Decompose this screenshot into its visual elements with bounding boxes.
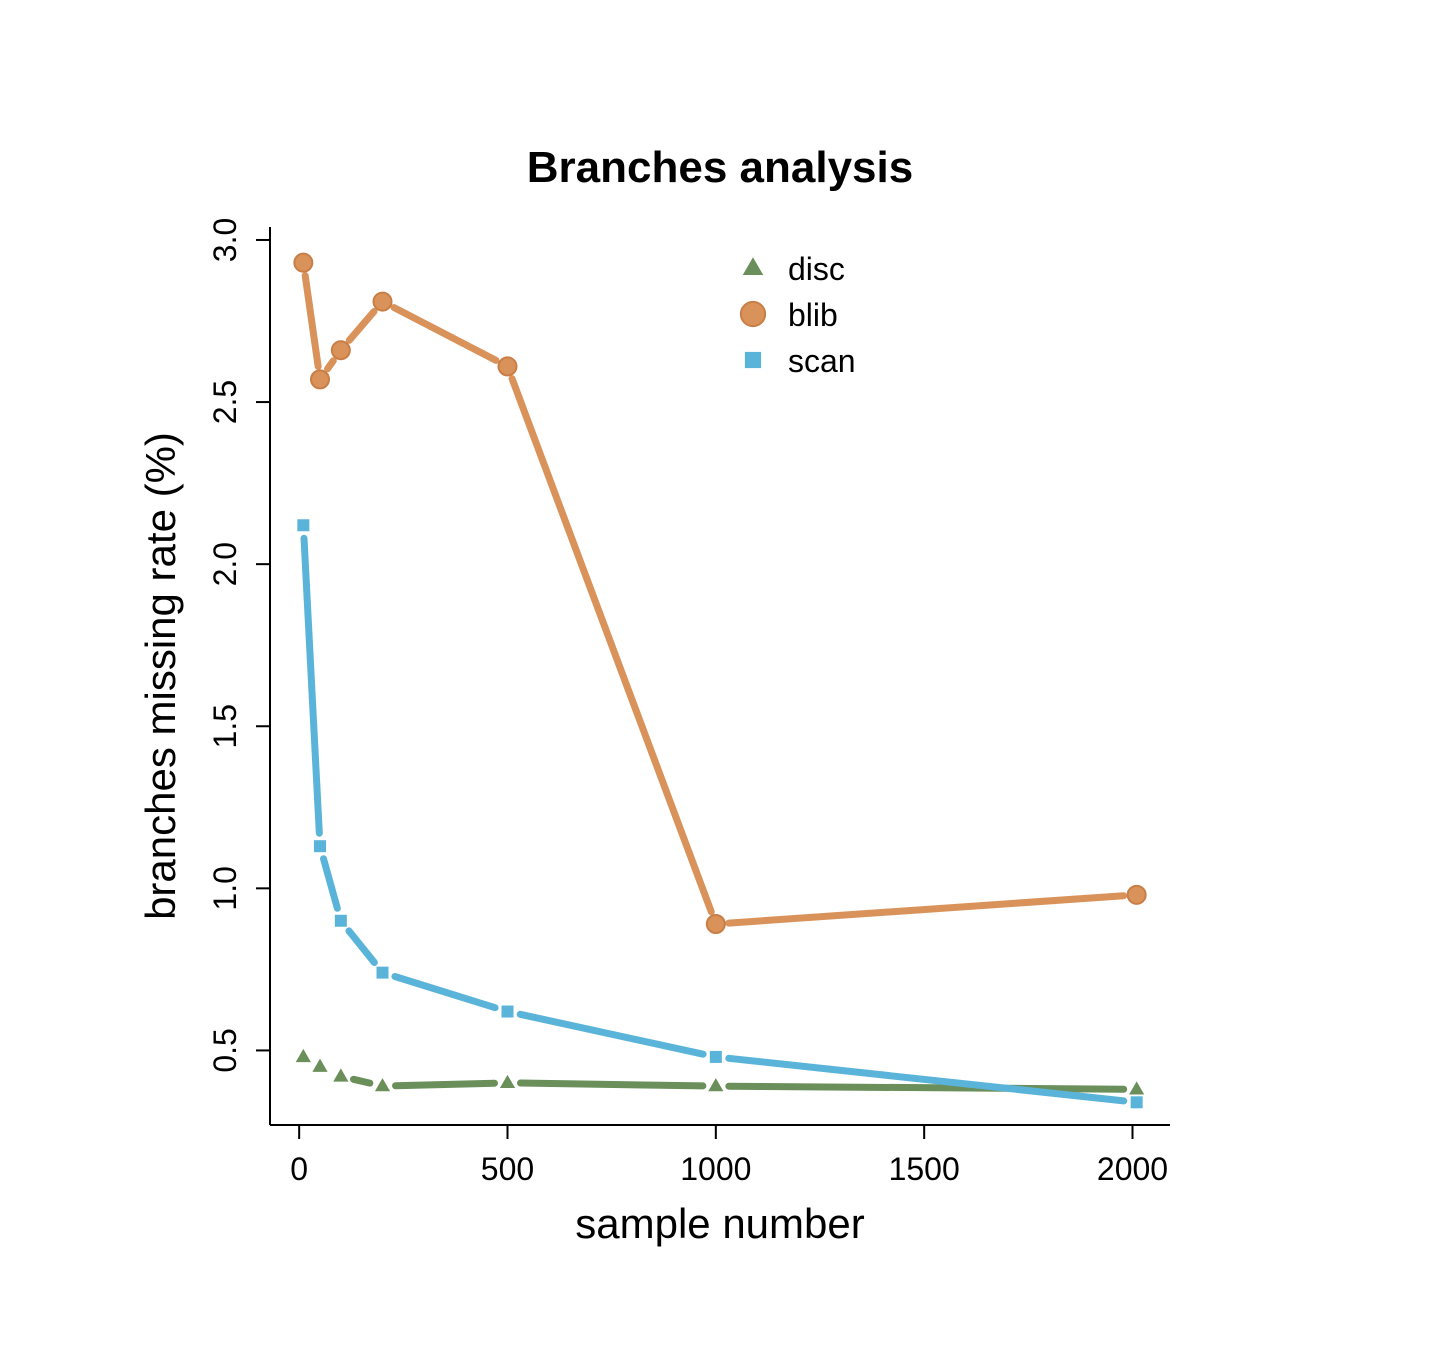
x-ticks: 0 500 1000 1500 2000: [290, 1125, 1168, 1187]
series-line-disc: [725, 1082, 1128, 1093]
series-line-scan: [725, 1054, 1128, 1105]
y-ticks: 0.5 1.0 1.5 2.0 2.5 3.0: [207, 218, 270, 1073]
series-line-disc: [516, 1079, 707, 1090]
y-axis-label: branches missing rate (%): [137, 432, 184, 920]
data-point-blib: [330, 340, 351, 361]
x-tick-label: 2000: [1097, 1151, 1168, 1187]
legend-label-scan: scan: [788, 343, 856, 379]
series-line-scan: [516, 1010, 707, 1058]
series-scan: [297, 519, 1143, 1109]
series-line-blib: [301, 272, 322, 370]
series-group: [293, 252, 1147, 1109]
series-line-blib: [324, 357, 337, 373]
data-point-scan: [334, 914, 347, 927]
data-point-disc: [499, 1074, 516, 1089]
series-line-scan: [319, 855, 341, 912]
series-line-blib: [508, 375, 715, 916]
legend-marker-blib: [739, 300, 767, 328]
x-tick-label: 500: [481, 1151, 534, 1187]
series-line-disc: [349, 1075, 374, 1087]
y-tick-label: 0.5: [207, 1028, 243, 1072]
data-point-scan: [314, 840, 326, 853]
series-line-disc: [391, 1079, 499, 1090]
data-point-scan: [1130, 1096, 1143, 1109]
series-line-scan: [300, 534, 323, 837]
series-disc: [295, 1048, 1145, 1095]
chart-title: Branches analysis: [527, 143, 913, 192]
series-line-scan: [345, 927, 378, 966]
legend-marker-scan: [744, 351, 762, 369]
series-line-blib: [345, 307, 378, 344]
y-tick-label: 3.0: [207, 218, 243, 262]
y-tick-label: 2.0: [207, 542, 243, 586]
x-tick-label: 1500: [889, 1151, 960, 1187]
series-line-blib: [390, 304, 500, 364]
data-point-disc: [374, 1078, 391, 1092]
data-point-disc: [708, 1078, 724, 1092]
legend: disc blib scan: [739, 251, 856, 379]
y-tick-label: 2.5: [207, 380, 243, 424]
y-tick-label: 1.5: [207, 704, 243, 748]
data-point-blib: [1126, 884, 1147, 905]
data-point-scan: [501, 1005, 514, 1018]
data-point-scan: [376, 966, 389, 979]
data-point-blib: [705, 914, 726, 935]
series-blib: [293, 252, 1147, 935]
data-point-disc: [1129, 1081, 1145, 1095]
x-tick-label: 0: [290, 1151, 308, 1187]
data-point-scan: [297, 519, 310, 532]
legend-label-disc: disc: [788, 251, 845, 287]
data-point-blib: [310, 369, 330, 390]
y-tick-label: 1.0: [207, 866, 243, 910]
data-point-blib: [497, 356, 518, 377]
axes: [269, 227, 1170, 1126]
x-tick-label: 1000: [680, 1151, 751, 1187]
data-point-disc: [312, 1058, 328, 1072]
data-point-disc: [295, 1048, 311, 1063]
series-line-scan: [391, 972, 499, 1012]
data-point-blib: [372, 291, 393, 312]
legend-label-blib: blib: [788, 297, 838, 333]
data-point-blib: [293, 252, 314, 273]
x-axis-label: sample number: [575, 1200, 864, 1247]
series-line-blib: [725, 892, 1128, 927]
legend-marker-disc: [742, 257, 764, 276]
data-point-disc: [333, 1068, 349, 1082]
data-point-scan: [709, 1050, 722, 1063]
